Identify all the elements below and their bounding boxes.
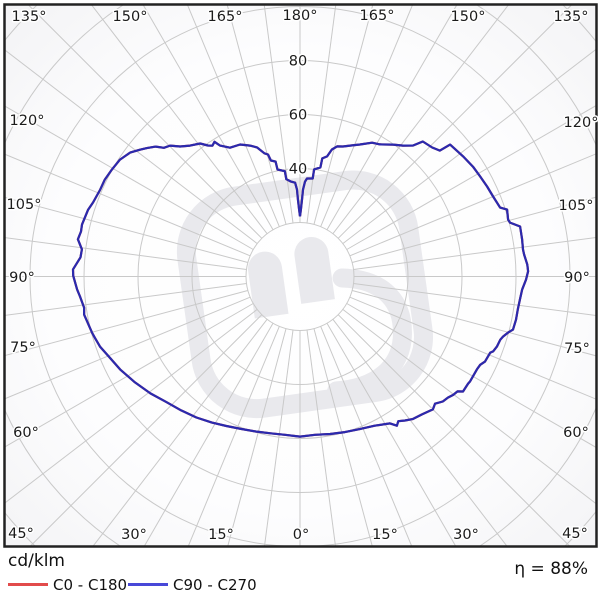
grid-spoke: [27, 5, 263, 239]
curve-c90-c270: [71, 140, 530, 438]
grid-spoke: [264, 329, 294, 546]
angle-tick-label: 135°: [12, 9, 47, 25]
angle-tick-label: 60°: [13, 425, 39, 441]
angle-tick-label: 45°: [562, 526, 588, 542]
legend-label-c0-c180: C0 - C180: [53, 576, 128, 594]
grid-spoke: [352, 196, 596, 263]
plot-border: [3, 3, 598, 548]
grid-spoke: [227, 328, 287, 546]
grid-spoke: [320, 326, 413, 546]
grid-spoke: [186, 5, 280, 227]
angle-tick-label: 120°: [10, 113, 45, 129]
grid-spoke: [349, 296, 596, 400]
grid-spoke: [346, 105, 596, 250]
grid-spoke: [5, 303, 254, 448]
angle-tick-label: 165°: [208, 9, 243, 25]
angle-tick-label: 150°: [113, 9, 148, 25]
angle-tick-label: 150°: [451, 9, 486, 25]
grid-spoke: [91, 5, 268, 235]
angle-tick-label: 15°: [208, 527, 234, 543]
grid-spoke: [320, 5, 414, 227]
grid-spoke: [5, 153, 251, 257]
grid-spoke: [306, 5, 337, 224]
angle-tick-label: 165°: [360, 8, 395, 24]
grid-spoke: [346, 303, 596, 448]
grid-spoke: [5, 309, 258, 504]
angle-tick-label: 180°: [283, 8, 318, 24]
angle-tick-label: 90°: [564, 270, 590, 286]
grid-spoke: [5, 237, 247, 270]
grid-spoke: [353, 237, 596, 270]
grid-spoke: [5, 105, 254, 250]
polar-grid: [5, 5, 596, 546]
grid-spoke: [187, 326, 280, 546]
grid-spoke: [306, 329, 336, 546]
grid-spoke: [5, 196, 248, 263]
angle-tick-label: 60°: [563, 425, 589, 441]
angle-tick-label: 105°: [559, 198, 594, 214]
grid-spoke: [353, 283, 596, 316]
legend-swatch-c90-c270: [128, 583, 168, 586]
watermark-logo: [176, 170, 434, 419]
grid-spoke: [337, 314, 571, 546]
grid-spoke: [326, 5, 458, 230]
radial-tick-label: 40: [289, 162, 307, 178]
legend-label-c90-c270: C90 - C270: [173, 576, 257, 594]
grid-spoke: [92, 318, 268, 546]
angle-tick-label: 120°: [564, 115, 599, 131]
angle-tick-label: 135°: [554, 9, 589, 25]
grid-spoke: [142, 5, 274, 230]
grid-spoke: [29, 314, 263, 546]
unit-label: cd/klm: [8, 551, 65, 571]
angle-tick-label: 105°: [7, 197, 42, 213]
radial-tick-label: 60: [289, 108, 307, 124]
angle-tick-label: 75°: [564, 341, 590, 357]
grid-spoke: [332, 318, 508, 546]
angle-tick-label: 30°: [453, 527, 479, 543]
grid-spoke: [337, 5, 573, 239]
grid-spoke: [352, 290, 596, 357]
grid-spoke: [342, 309, 596, 505]
legend-swatch-c0-c180: [8, 583, 48, 586]
grid-spoke: [5, 290, 248, 357]
angle-tick-label: 0°: [293, 527, 309, 543]
grid-spoke: [349, 153, 596, 257]
radial-tick-label: 80: [289, 54, 307, 70]
grid-spoke: [5, 49, 258, 244]
grid-spoke: [342, 48, 596, 244]
polar-chart: 40 60 80 135° 150° 165° 180° 165° 150° 135° 120° 12…: [3, 3, 600, 548]
angle-tick-label: 45°: [8, 526, 34, 542]
angle-tick-label: 75°: [10, 340, 36, 356]
angle-tick-label: 30°: [121, 527, 147, 543]
grid-spoke: [332, 5, 509, 235]
grid-spoke: [5, 283, 247, 316]
grid-spoke: [313, 5, 374, 225]
angle-tick-label: 15°: [372, 527, 398, 543]
efficiency-label: η = 88%: [514, 559, 588, 579]
angle-tick-label: 90°: [9, 270, 35, 286]
grid-spoke: [313, 328, 373, 546]
grid-spoke: [143, 323, 274, 546]
grid-spoke: [263, 5, 294, 224]
grid-spoke: [326, 323, 457, 546]
grid-spoke: [5, 296, 251, 400]
